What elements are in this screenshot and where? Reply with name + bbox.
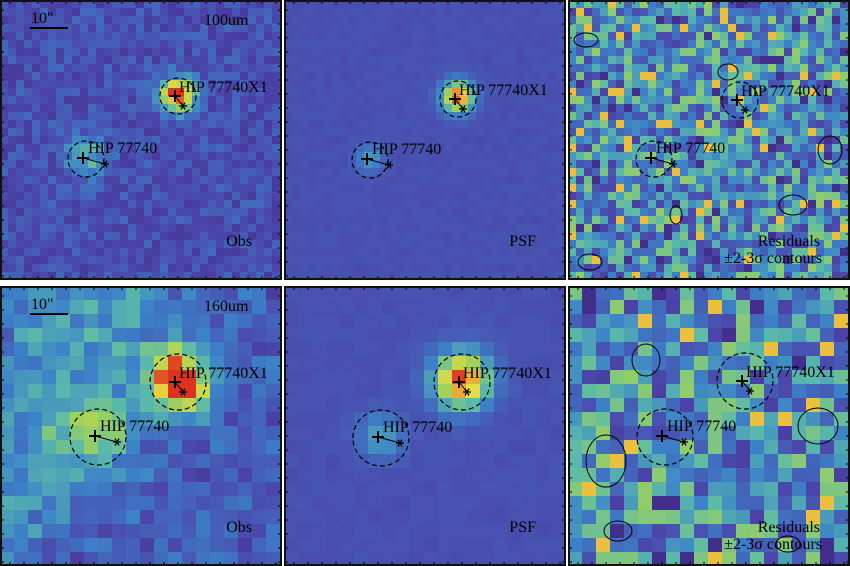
panel-canvas: HIP 77740X1 HIP 77740 PSF bbox=[284, 286, 566, 566]
panel-psf-160um: HIP 77740X1 HIP 77740 PSF bbox=[284, 286, 566, 566]
panel-kind-label: Residuals bbox=[758, 233, 820, 250]
primary-position-marker bbox=[361, 153, 373, 165]
companion-proper-motion-asterisk bbox=[741, 106, 749, 114]
companion-source-label: HIP 77740X1 bbox=[179, 365, 268, 382]
overlay: HIP 77740X1 HIP 77740 Residuals±2-3σ conto… bbox=[568, 0, 850, 280]
primary-source-label: HIP 77740 bbox=[372, 141, 441, 158]
overlay: HIP 77740X1 HIP 77740 PSF bbox=[284, 286, 566, 566]
primary-position-marker bbox=[656, 430, 668, 442]
companion-aperture-circle bbox=[721, 81, 759, 119]
companion-aperture-circle bbox=[159, 77, 197, 115]
panel-kind-label: Residuals bbox=[758, 519, 820, 536]
companion-source-label: HIP 77740X1 bbox=[741, 83, 830, 100]
primary-source-label: HIP 77740 bbox=[656, 140, 725, 157]
companion-source-label: HIP 77740X1 bbox=[746, 364, 835, 381]
panel-frame bbox=[568, 0, 850, 280]
companion-position-marker bbox=[449, 93, 461, 105]
overlay: HIP 77740X1 HIP 77740 10" 160um Obs bbox=[0, 286, 282, 566]
companion-proper-motion-asterisk bbox=[179, 102, 187, 110]
primary-proper-motion-asterisk bbox=[113, 438, 121, 446]
primary-proper-motion-asterisk bbox=[385, 161, 393, 169]
primary-position-marker bbox=[645, 152, 657, 164]
panel-canvas: HIP 77740X1 HIP 77740 Residuals±2-3σ conto… bbox=[568, 0, 850, 280]
primary-source-label: HIP 77740 bbox=[88, 140, 157, 157]
primary-proper-motion-asterisk bbox=[396, 439, 404, 447]
companion-source-label: HIP 77740X1 bbox=[459, 82, 548, 99]
panel-canvas: HIP 77740X1 HIP 77740 10" 160um Obs bbox=[0, 286, 282, 566]
pixel-map bbox=[0, 0, 282, 280]
panel-psf-100um: HIP 77740X1 HIP 77740 PSF bbox=[284, 0, 566, 280]
panel-kind-label: PSF bbox=[509, 233, 536, 250]
companion-proper-motion-asterisk bbox=[459, 105, 467, 113]
panel-residuals-100um: HIP 77740X1 HIP 77740 Residuals ±2-3σ conto… bbox=[568, 0, 850, 280]
panel-kind-sublabel: ±2-3σ contours bbox=[724, 250, 822, 267]
companion-aperture-circle bbox=[716, 352, 774, 410]
primary-source-label: HIP 77740 bbox=[667, 418, 736, 435]
companion-source-label: HIP 77740X1 bbox=[463, 365, 552, 382]
residual-contours bbox=[573, 32, 843, 271]
companion-position-marker bbox=[736, 375, 748, 387]
panel-canvas: HIP 77740X1 HIP 77740 PSF bbox=[284, 0, 566, 280]
scale-bar: 10" bbox=[30, 296, 68, 315]
panel-frame bbox=[0, 0, 282, 280]
companion-position-marker bbox=[169, 376, 181, 388]
primary-aperture-circle bbox=[69, 408, 127, 466]
companion-position-marker bbox=[731, 94, 743, 106]
panel-canvas: HIP 77740X1 HIP 77740 10" 100um Obs bbox=[0, 0, 282, 280]
primary-position-marker bbox=[77, 152, 89, 164]
companion-proper-motion-asterisk bbox=[179, 388, 187, 396]
companion-aperture-circle bbox=[439, 80, 477, 118]
panel-kind-label: Obs bbox=[226, 233, 252, 250]
companion-proper-motion-asterisk bbox=[463, 388, 471, 396]
primary-aperture-circle bbox=[351, 141, 389, 179]
companion-aperture-circle bbox=[433, 353, 491, 411]
companion-position-marker bbox=[453, 376, 465, 388]
primary-aperture-circle bbox=[635, 140, 673, 178]
overlay: HIP 77740X1 HIP 77740 Residuals±2-3σ conto… bbox=[568, 286, 850, 566]
panel-residuals-160um: HIP 77740X1 HIP 77740 Residuals ±2-3σ conto… bbox=[568, 286, 850, 566]
panel-frame bbox=[568, 286, 850, 566]
panel-frame bbox=[284, 0, 566, 280]
primary-aperture-circle bbox=[67, 140, 105, 178]
panel-canvas: HIP 77740X1 HIP 77740 Residuals±2-3σ conto… bbox=[568, 286, 850, 566]
scale-bar-label: 10" bbox=[31, 296, 54, 313]
primary-position-marker bbox=[372, 431, 384, 443]
primary-proper-motion-asterisk bbox=[669, 160, 677, 168]
panel-obs-100um: HIP 77740X1 HIP 77740 10" 100um Obs bbox=[0, 0, 282, 280]
scale-bar-label: 10" bbox=[31, 10, 54, 27]
primary-position-marker bbox=[89, 430, 101, 442]
pixel-map bbox=[284, 0, 566, 280]
overlay: HIP 77740X1 HIP 77740 10" 100um Obs bbox=[0, 0, 282, 280]
primary-aperture-circle bbox=[352, 409, 410, 467]
panel-obs-160um: HIP 77740X1 HIP 77740 10" 160um Obs bbox=[0, 286, 282, 566]
wavelength-label: 100um bbox=[204, 12, 249, 29]
wavelength-label: 160um bbox=[204, 298, 249, 315]
scale-bar: 10" bbox=[30, 10, 68, 29]
primary-proper-motion-asterisk bbox=[680, 438, 688, 446]
overlay: HIP 77740X1 HIP 77740 PSF bbox=[284, 0, 566, 280]
panel-frame bbox=[284, 286, 566, 566]
panel-kind-sublabel: ±2-3σ contours bbox=[724, 536, 822, 553]
companion-aperture-circle bbox=[149, 353, 207, 411]
panel-kind-label: PSF bbox=[509, 519, 536, 536]
panel-kind-label: Obs bbox=[226, 519, 252, 536]
primary-proper-motion-asterisk bbox=[101, 160, 109, 168]
companion-position-marker bbox=[169, 90, 181, 102]
primary-source-label: HIP 77740 bbox=[100, 418, 169, 435]
primary-aperture-circle bbox=[636, 408, 694, 466]
pixel-map bbox=[0, 286, 282, 566]
companion-source-label: HIP 77740X1 bbox=[179, 79, 268, 96]
panel-frame bbox=[0, 286, 282, 566]
residual-contours bbox=[585, 343, 839, 553]
primary-source-label: HIP 77740 bbox=[383, 419, 452, 436]
pixel-map bbox=[568, 0, 850, 280]
companion-proper-motion-asterisk bbox=[746, 387, 754, 395]
